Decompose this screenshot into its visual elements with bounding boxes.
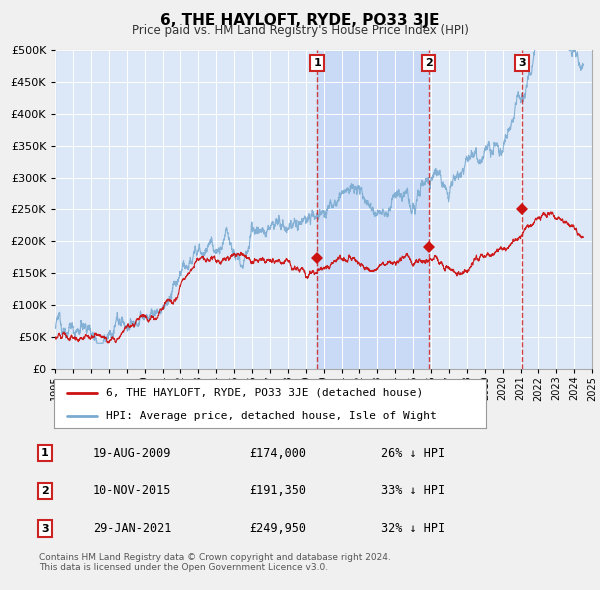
Text: HPI: Average price, detached house, Isle of Wight: HPI: Average price, detached house, Isle… <box>106 411 437 421</box>
Text: 6, THE HAYLOFT, RYDE, PO33 3JE (detached house): 6, THE HAYLOFT, RYDE, PO33 3JE (detached… <box>106 388 423 398</box>
Text: 1: 1 <box>41 448 49 458</box>
Text: Price paid vs. HM Land Registry's House Price Index (HPI): Price paid vs. HM Land Registry's House … <box>131 24 469 37</box>
Text: 1: 1 <box>313 58 321 68</box>
Text: 3: 3 <box>518 58 526 68</box>
Text: £174,000: £174,000 <box>249 447 306 460</box>
Text: 3: 3 <box>41 524 49 533</box>
Bar <box>317 50 428 369</box>
Text: 2: 2 <box>41 486 49 496</box>
Text: 32% ↓ HPI: 32% ↓ HPI <box>381 522 445 535</box>
Text: 19-AUG-2009: 19-AUG-2009 <box>93 447 172 460</box>
Text: 26% ↓ HPI: 26% ↓ HPI <box>381 447 445 460</box>
Text: 29-JAN-2021: 29-JAN-2021 <box>93 522 172 535</box>
Text: Contains HM Land Registry data © Crown copyright and database right 2024.: Contains HM Land Registry data © Crown c… <box>39 553 391 562</box>
Text: £191,350: £191,350 <box>249 484 306 497</box>
Text: 6, THE HAYLOFT, RYDE, PO33 3JE: 6, THE HAYLOFT, RYDE, PO33 3JE <box>160 13 440 28</box>
Text: 10-NOV-2015: 10-NOV-2015 <box>93 484 172 497</box>
Text: This data is licensed under the Open Government Licence v3.0.: This data is licensed under the Open Gov… <box>39 563 328 572</box>
Text: 33% ↓ HPI: 33% ↓ HPI <box>381 484 445 497</box>
Text: 2: 2 <box>425 58 433 68</box>
Text: £249,950: £249,950 <box>249 522 306 535</box>
